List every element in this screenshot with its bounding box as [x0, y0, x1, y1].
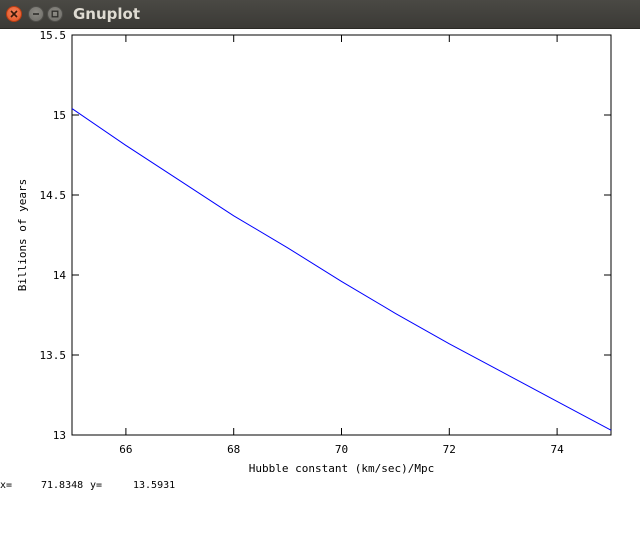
- y-tick-label: 14.5: [40, 189, 67, 202]
- x-tick-label: 74: [550, 443, 564, 456]
- plot-canvas[interactable]: 13 13.5 14 14.5 15 15.5 66 68 70 72 74 Hubble const…: [0, 28, 640, 478]
- x-axis-label: Hubble constant (km/sec)/Mpc: [249, 462, 434, 475]
- y-tick-label: 13.5: [40, 349, 67, 362]
- close-window-button[interactable]: [6, 6, 22, 22]
- y-tick-label: 15: [53, 109, 66, 122]
- minimize-window-button[interactable]: [28, 6, 44, 22]
- status-y-label: y=: [90, 480, 103, 491]
- y-tick-label: 15.5: [40, 29, 67, 42]
- x-tick-label: 70: [335, 443, 348, 456]
- status-y-value: 13.5931: [133, 480, 176, 491]
- status-x-label: x=: [0, 480, 13, 491]
- plot-frame: [71, 34, 612, 436]
- y-axis-label: Billions of years: [16, 179, 29, 292]
- x-tick-label: 68: [227, 443, 240, 456]
- maximize-window-button[interactable]: [47, 6, 63, 22]
- title-bar[interactable]: Gnuplot: [0, 0, 640, 29]
- minimize-icon: [33, 13, 39, 15]
- x-tick-label: 72: [443, 443, 456, 456]
- status-bar: x= 71.8348 y= 13.5931: [0, 480, 175, 491]
- series-line: [71, 108, 612, 431]
- window-title: Gnuplot: [73, 5, 141, 23]
- x-tick-label: 66: [119, 443, 132, 456]
- maximize-icon: [51, 10, 59, 18]
- close-icon: [10, 10, 18, 18]
- y-tick-label: 13: [53, 429, 66, 442]
- status-x-value: 71.8348: [41, 480, 84, 491]
- y-tick-label: 14: [53, 269, 67, 282]
